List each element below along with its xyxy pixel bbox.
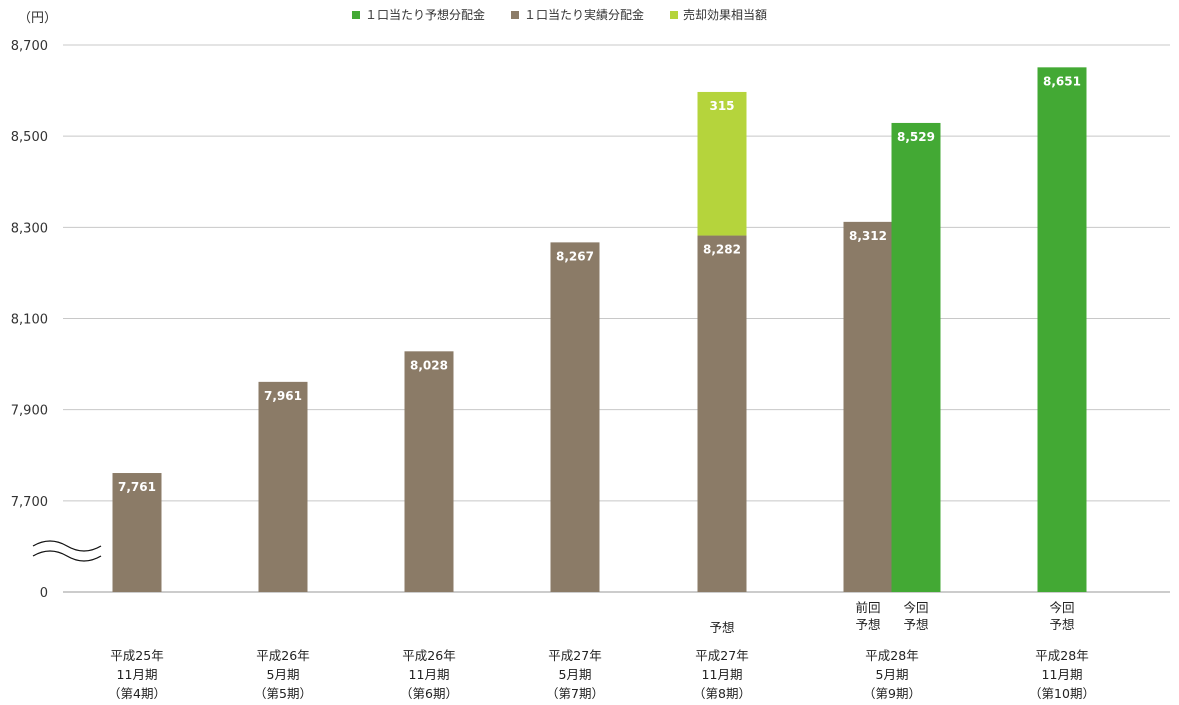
legend-swatch-actual [511, 10, 520, 19]
x-category-label: 11月期 [702, 667, 743, 682]
bar-value-label: 7,961 [264, 389, 302, 403]
bar-sublabel: 今回 [903, 600, 928, 615]
x-category-label: （第8期） [693, 686, 751, 701]
legend-item-sale-effect: 売却効果相当額 [670, 6, 767, 23]
x-category-label: （第10期） [1029, 686, 1095, 701]
bar-forecast [891, 122, 941, 592]
chart-legend: １口当たり予想分配金 １口当たり実績分配金 売却効果相当額 [352, 6, 767, 23]
x-category-label: 5月期 [559, 667, 592, 682]
bar-sublabel: 前回 [855, 600, 880, 615]
x-category-label: （第5期） [254, 686, 312, 701]
y-tick-label: 8,700 [11, 39, 48, 54]
bar-value-label: 8,267 [556, 249, 594, 263]
bar-actual [404, 351, 454, 592]
x-category-label: （第9期） [863, 686, 921, 701]
y-tick-label: 7,700 [11, 495, 48, 510]
bar-sublabel: 予想 [855, 617, 880, 632]
legend-item-actual: １口当たり実績分配金 [511, 6, 644, 23]
y-tick-label: 7,900 [11, 404, 48, 419]
bar-sublabel: 予想 [903, 617, 928, 632]
bar-actual [258, 381, 308, 592]
legend-swatch-sale-effect [670, 10, 679, 19]
y-axis-unit: （円） [18, 11, 57, 26]
category-note: 予想 [709, 620, 734, 635]
x-category-label: （第7期） [546, 686, 604, 701]
x-category-label: 平成27年 [548, 648, 601, 663]
bar-value-label: 8,529 [897, 130, 935, 144]
axis-break-mark [32, 550, 102, 562]
bar-forecast [1037, 67, 1087, 593]
y-tick-label: 8,500 [11, 130, 48, 145]
x-category-label: 平成26年 [402, 648, 455, 663]
bar-value-label: 8,028 [410, 358, 448, 372]
bar-actual [550, 242, 600, 592]
x-category-label: 平成26年 [256, 648, 309, 663]
bar-actual [697, 235, 747, 592]
bar-value-label: 8,282 [703, 243, 741, 257]
y-tick-label: 8,300 [11, 221, 48, 236]
axis-break-mark [32, 540, 102, 552]
x-category-label: 11月期 [409, 667, 450, 682]
bar-sublabel: 今回 [1049, 600, 1074, 615]
legend-label-actual: １口当たり実績分配金 [524, 8, 645, 22]
legend-item-forecast: １口当たり予想分配金 [352, 6, 485, 23]
x-category-label: 11月期 [117, 667, 158, 682]
x-category-label: 平成28年 [865, 648, 918, 663]
bar-value-label: 315 [709, 99, 734, 113]
bar-value-label: 7,761 [118, 480, 156, 494]
bar-actual [112, 473, 162, 592]
x-category-label: 11月期 [1042, 667, 1083, 682]
y-tick-label: 8,100 [11, 313, 48, 328]
x-category-label: 5月期 [876, 667, 909, 682]
x-category-label: 5月期 [267, 667, 300, 682]
legend-label-sale-effect: 売却効果相当額 [683, 8, 768, 22]
legend-label-forecast: １口当たり予想分配金 [365, 8, 486, 22]
bar-value-label: 8,312 [849, 229, 887, 243]
x-category-label: （第4期） [108, 686, 166, 701]
bar-sublabel: 予想 [1049, 617, 1074, 632]
bar-sale_effect [697, 91, 747, 236]
x-category-label: （第6期） [400, 686, 458, 701]
x-category-label: 平成25年 [110, 648, 163, 663]
x-category-label: 平成27年 [695, 648, 748, 663]
x-category-label: 平成28年 [1035, 648, 1088, 663]
bar-value-label: 8,651 [1043, 74, 1081, 88]
bar-actual [843, 221, 893, 592]
y-tick-label: 0 [40, 586, 48, 601]
legend-swatch-forecast [352, 10, 360, 19]
